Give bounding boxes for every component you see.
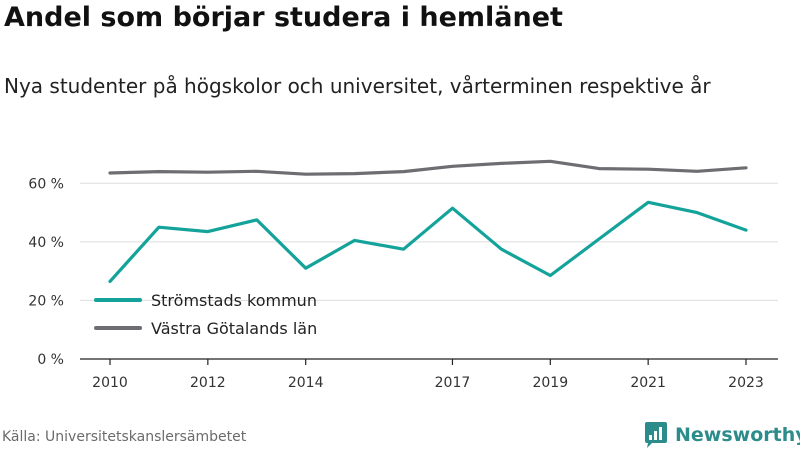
x-tick-label: 2012 [190,375,226,391]
x-axis: 2010 2012 2014 2017 2019 2021 2023 [80,358,778,391]
x-tick-label: 2023 [728,375,764,391]
source-note: Källa: Universitetskanslersämbetet [2,429,247,445]
chart-subtitle: Nya studenter på högskolor och universit… [4,74,711,98]
grid-lines [80,182,778,301]
legend: Strömstads kommun Västra Götalands län [94,291,317,338]
newsworthy-logo-icon [645,422,667,448]
chart-title: Andel som börjar studera i hemlänet [4,2,563,33]
y-tick-label: 40 % [28,235,64,251]
y-tick-label: 60 % [28,176,64,192]
y-tick-label: 0 % [37,352,64,368]
x-tick-label: 2017 [435,375,471,391]
series-line [108,200,748,283]
x-tick-label: 2010 [92,375,128,391]
x-tick-label: 2019 [532,375,568,391]
x-tick-label: 2014 [288,375,324,391]
legend-label: Västra Götalands län [151,319,317,338]
series-line [108,159,748,176]
line-chart: 0 % 20 % 40 % 60 % 2010 2012 2014 2017 2019 2021… [28,159,778,391]
brand-name: Newsworthy [675,424,800,446]
series-lines [108,159,748,283]
legend-label: Strömstads kommun [151,291,317,310]
y-axis-ticks: 0 % 20 % 40 % 60 % [28,176,64,368]
x-tick-label: 2021 [630,375,666,391]
y-tick-label: 20 % [28,293,64,309]
brand-logo: Newsworthy [643,420,800,450]
